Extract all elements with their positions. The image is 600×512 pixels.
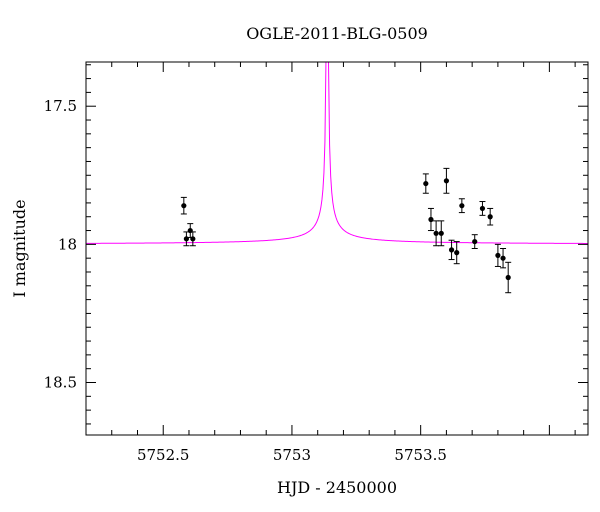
data-marker [433,230,439,236]
model-curve-layer [86,62,588,244]
data-point [183,231,190,247]
data-point [500,248,507,269]
plot-frame [85,61,589,436]
data-point [487,207,494,226]
data-point [448,239,455,261]
x-axis-label: HJD - 2450000 [277,478,397,497]
data-marker [479,205,486,212]
x-tick-label: 5753.5 [394,446,447,464]
data-point [505,261,512,294]
data-point [471,234,478,249]
y-axis-label: I magnitude [10,199,29,297]
chart-title: OGLE-2011-BLG-0509 [246,24,428,43]
model-curve-right [328,62,588,244]
data-marker [500,255,506,261]
data-marker [448,247,455,253]
data-marker [459,203,465,209]
data-marker [472,238,478,245]
data-marker [487,214,493,220]
data-marker [505,274,511,281]
data-marker [438,230,444,236]
data-points [180,167,512,294]
y-tick-label: 18 [58,235,77,253]
data-marker [443,178,450,184]
data-marker [428,216,434,223]
data-point [458,198,465,214]
x-tick-label: 5752.5 [137,446,190,464]
data-point [427,207,434,232]
y-tick-label: 18.5 [44,374,77,392]
data-point [443,167,450,194]
data-marker [423,180,429,187]
data-point [438,220,445,247]
data-point [494,243,501,267]
data-marker [181,203,187,209]
data-point [189,231,196,247]
data-point [479,201,486,216]
y-tick-label: 17.5 [44,97,77,115]
data-point [422,173,429,194]
data-marker [454,250,460,256]
data-point [180,196,187,215]
data-point [433,220,440,247]
model-curve-left [86,62,327,244]
data-marker [190,236,196,242]
data-point [453,241,460,265]
axis-ticks [85,62,588,435]
x-tick-label: 5753 [273,446,311,464]
data-marker [495,252,501,259]
